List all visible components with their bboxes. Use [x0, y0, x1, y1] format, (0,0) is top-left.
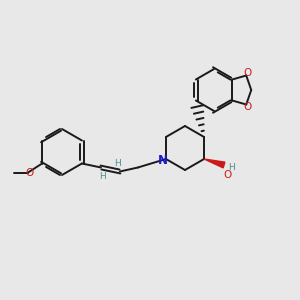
Text: H: H	[228, 163, 234, 172]
Polygon shape	[204, 159, 225, 168]
Text: O: O	[243, 68, 251, 79]
Text: O: O	[25, 169, 33, 178]
Text: H: H	[115, 159, 121, 168]
Text: H: H	[100, 172, 106, 181]
Text: N: N	[158, 154, 168, 166]
Text: O: O	[223, 170, 231, 180]
Text: O: O	[243, 101, 251, 112]
